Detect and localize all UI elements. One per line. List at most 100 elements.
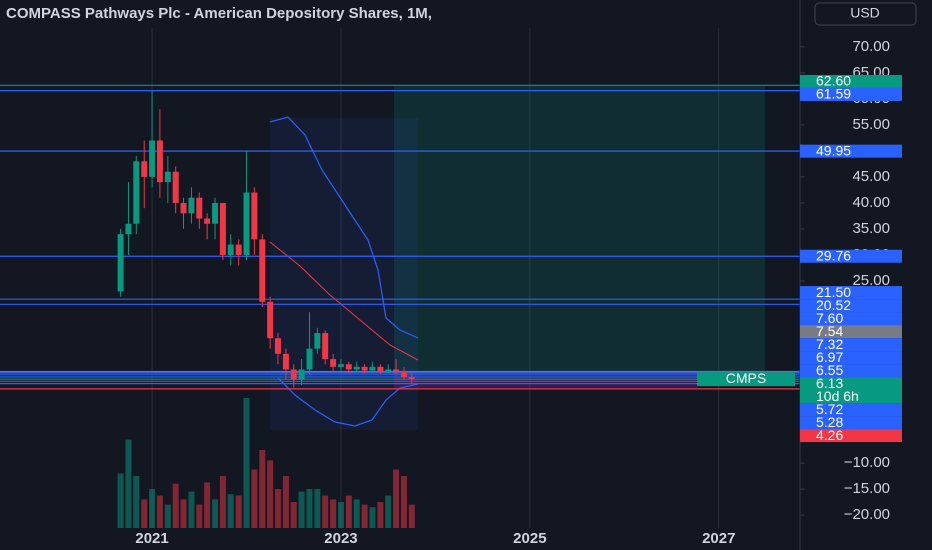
candle-body <box>345 364 352 370</box>
candle-body <box>196 197 203 219</box>
grid <box>151 0 720 528</box>
candle-body <box>204 218 211 224</box>
volume-bar <box>243 398 250 528</box>
x-tick-label: 2025 <box>513 530 546 547</box>
volume-bar <box>259 450 266 528</box>
volume-bar <box>227 494 234 528</box>
price-tag <box>800 87 902 101</box>
long-position-box <box>394 86 765 372</box>
volume-bar <box>306 489 313 528</box>
price-tag-label: 7.32 <box>816 336 843 352</box>
volume-bar <box>156 495 163 528</box>
volume-bar <box>164 504 171 528</box>
x-tick-label: 2021 <box>135 530 168 547</box>
candle-body <box>227 244 234 255</box>
volume-bar <box>219 476 226 528</box>
candle-body <box>243 192 250 255</box>
candle-body <box>141 161 148 177</box>
title-bar <box>0 0 798 28</box>
candle-body <box>125 223 132 235</box>
price-tag-label: 7.60 <box>816 310 843 326</box>
volume-bar <box>322 495 329 528</box>
candle-body <box>267 301 274 339</box>
y-tick-label: 35.00 <box>852 220 890 237</box>
candle-body <box>133 161 140 224</box>
candle-body <box>306 348 313 370</box>
volume-bar <box>251 469 258 528</box>
candle-body <box>314 333 321 349</box>
volume-bar <box>172 483 179 528</box>
price-tag-label: 62.60 <box>816 73 851 89</box>
price-tag-label: 6.97 <box>816 349 843 365</box>
volume-bar <box>385 495 392 528</box>
price-tag <box>800 403 902 417</box>
price-tag <box>800 429 902 443</box>
candle-body <box>212 202 219 224</box>
y-tick-label: 25.00 <box>852 272 890 289</box>
volume-bar <box>204 482 211 528</box>
price-tag-label: 6.55 <box>816 362 843 378</box>
volume-bar <box>196 504 203 528</box>
y-tick-label: 55.00 <box>852 116 890 133</box>
candle-body <box>219 202 226 255</box>
price-tag <box>800 286 902 300</box>
upper-band <box>269 116 419 339</box>
volume-bar <box>330 499 337 528</box>
y-tick-label: −15.00 <box>844 480 890 497</box>
price-tag <box>800 144 902 158</box>
volume-bar <box>274 489 281 528</box>
candles <box>117 91 415 388</box>
volume-bar <box>393 469 400 528</box>
volume <box>117 398 415 528</box>
symbol-tag <box>697 372 795 387</box>
candle-body <box>290 369 297 380</box>
volume-bar <box>212 499 219 528</box>
candle-body <box>188 197 195 214</box>
candle-body <box>180 202 187 214</box>
y-tick-label: −10.00 <box>844 454 890 471</box>
candle-body <box>385 369 392 373</box>
volume-bar <box>290 502 297 528</box>
volume-bar <box>298 491 305 528</box>
candle-body <box>400 371 407 378</box>
price-tag-label: 4.26 <box>816 427 843 443</box>
currency[interactable]: USD <box>850 5 880 21</box>
price-tag <box>800 74 902 88</box>
x-tick-label: 2027 <box>702 530 735 547</box>
volume-bar <box>314 489 321 528</box>
price-tag <box>800 364 902 378</box>
volume-bar <box>345 495 352 528</box>
price-tag-label: 5.28 <box>816 414 843 430</box>
price-tag-label: 49.95 <box>816 142 851 158</box>
moving-average <box>269 241 419 361</box>
candle-body <box>282 353 289 370</box>
volume-bar <box>282 476 289 528</box>
x-tick-label: 2023 <box>324 530 357 547</box>
chart-title: COMPASS Pathways Plc - American Deposito… <box>6 5 432 22</box>
price-tag <box>800 249 902 263</box>
price-tag-label: 21.50 <box>816 284 851 300</box>
price-tag-label: 29.76 <box>816 247 851 263</box>
volume-bar <box>188 491 195 528</box>
price-tag <box>800 416 902 430</box>
currency-button[interactable] <box>814 2 917 26</box>
volume-bar <box>377 502 384 528</box>
volume-bar <box>125 439 132 528</box>
volume-bar <box>141 499 148 528</box>
price-tag <box>800 351 902 365</box>
candle-body <box>330 359 337 367</box>
candle-body <box>393 369 400 372</box>
price-tag-label: 20.52 <box>816 297 851 313</box>
candle-body <box>164 171 171 183</box>
y-tick-label: 40.00 <box>852 194 890 211</box>
volume-bar <box>267 460 274 528</box>
candle-body <box>322 333 329 360</box>
candle-body <box>172 171 179 203</box>
y-tick-label: 70.00 <box>852 38 890 55</box>
candle-body <box>353 366 360 370</box>
volume-bar <box>408 504 415 528</box>
candle-body <box>408 377 415 380</box>
